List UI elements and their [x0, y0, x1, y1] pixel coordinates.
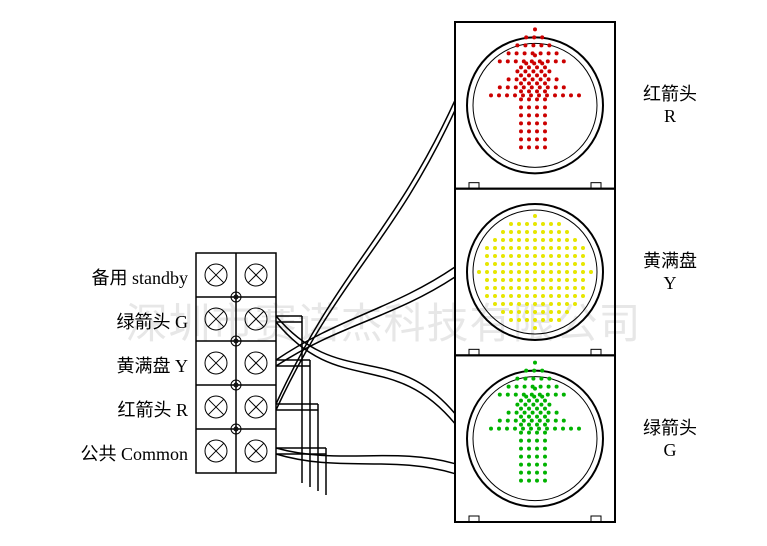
- lens-outer: [467, 37, 603, 173]
- light-label: 黄满盘Y: [625, 250, 715, 294]
- terminal-label: 黄满盘 Y: [117, 352, 189, 378]
- wire-common: [276, 448, 455, 464]
- terminal-label: 备用 standby: [92, 264, 189, 290]
- light-label: 绿箭头G: [625, 417, 715, 461]
- terminal-label: 红箭头 R: [117, 396, 188, 422]
- light-label: 红箭头R: [625, 83, 715, 127]
- light-module: [455, 22, 615, 189]
- terminal-label: 绿箭头 G: [117, 308, 189, 334]
- light-module: [455, 355, 615, 522]
- wire-yellow: [276, 267, 455, 360]
- terminal-label: 公共 Common: [80, 440, 188, 466]
- led-pattern: [477, 214, 593, 330]
- lens-outer: [467, 371, 603, 507]
- wire-green: [276, 316, 455, 414]
